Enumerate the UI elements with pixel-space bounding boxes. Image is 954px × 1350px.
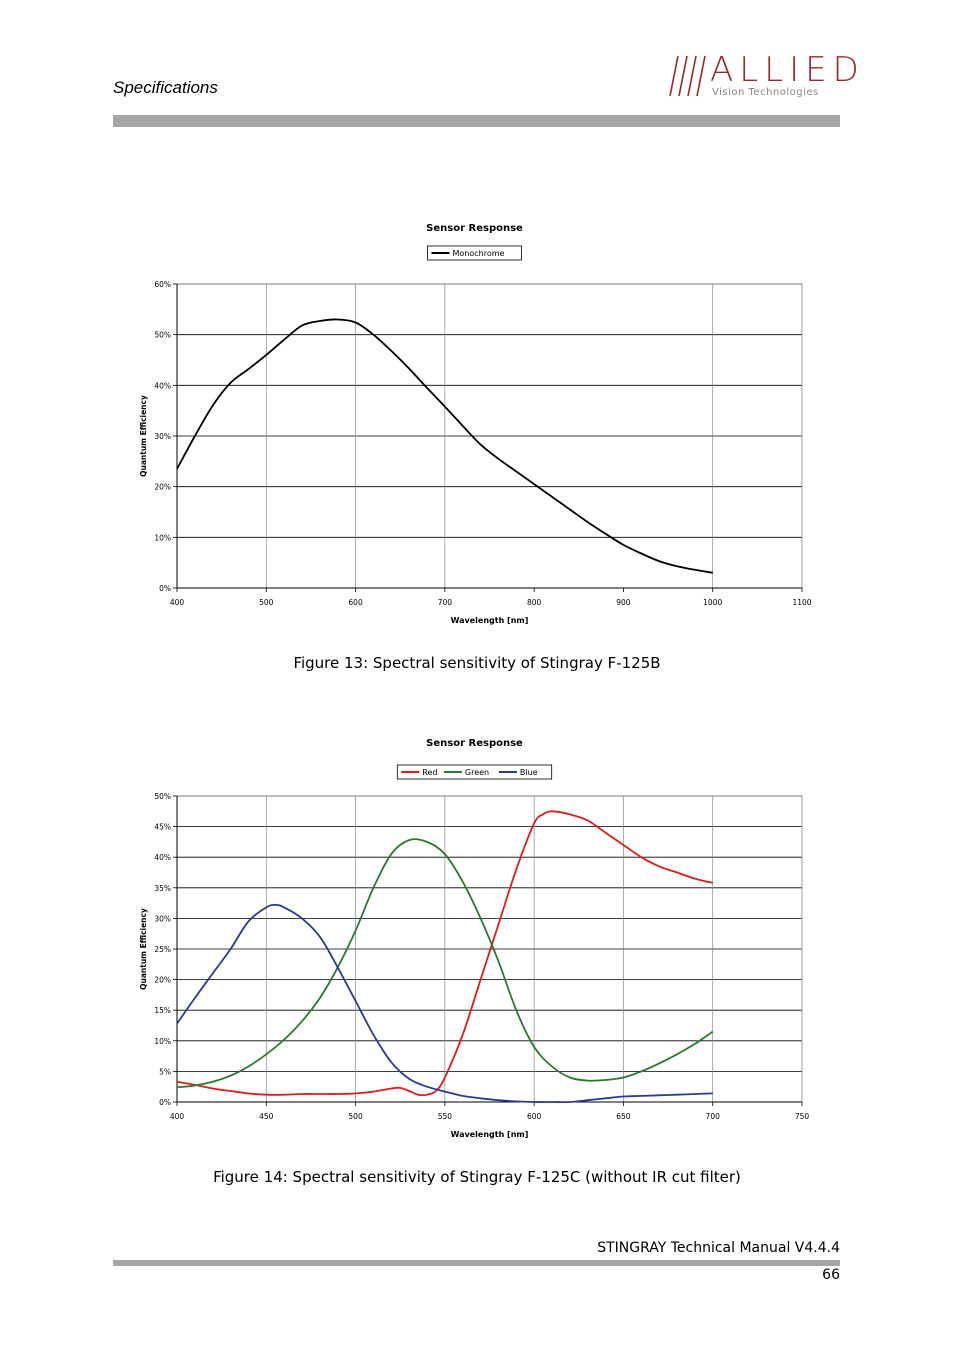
monochrome-sensor-response-chart: Sensor Response Monochrome 0% 10% 20% 30% 40% 5…: [139, 223, 812, 625]
y-axis-label: Quantum Efficiency: [139, 395, 148, 477]
footer-divider: [113, 1260, 840, 1266]
y-tick-label: 0%: [159, 1098, 171, 1107]
color-sensor-response-chart: Sensor Response Red Green Blue 0% 5% 10% 15% 20%…: [139, 738, 810, 1139]
logo-subtitle: Vision Technologies: [712, 87, 819, 98]
x-tick-label: 1100: [792, 598, 811, 607]
x-tick-label: 1000: [703, 598, 722, 607]
y-tick-label: 50%: [154, 792, 171, 801]
legend-label-green: Green: [465, 768, 489, 777]
y-tick-label: 5%: [159, 1067, 171, 1076]
y-tick-label: 30%: [154, 432, 171, 441]
x-tick-label: 550: [438, 1112, 453, 1121]
chart-title: Sensor Response: [426, 223, 523, 234]
y-tick-label: 15%: [154, 1006, 171, 1015]
logo-slashes-icon: [669, 55, 706, 97]
x-tick-label: 650: [616, 1112, 631, 1121]
series-line-red: [176, 810, 713, 1097]
y-tick-label: 60%: [154, 280, 171, 289]
x-tick-label: 450: [259, 1112, 274, 1121]
x-tick-label: 500: [348, 1112, 363, 1121]
series-line-blue: [176, 903, 713, 1104]
y-tick-label: 50%: [154, 331, 171, 340]
y-tick-label: 0%: [159, 584, 171, 593]
header-divider: [113, 115, 840, 127]
x-tick-label: 800: [527, 598, 542, 607]
x-tick-label: 600: [527, 1112, 542, 1121]
x-tick-label: 600: [348, 598, 363, 607]
legend-label-monochrome: Monochrome: [453, 249, 505, 258]
x-tick-label: 400: [170, 1112, 185, 1121]
x-axis-label: Wavelength [nm]: [451, 1130, 529, 1139]
x-tick-label: 700: [438, 598, 453, 607]
x-axis-label: Wavelength [nm]: [451, 616, 529, 625]
legend-label-red: Red: [422, 768, 437, 777]
y-tick-label: 20%: [154, 483, 171, 492]
legend-box: [396, 764, 553, 780]
logo-brand-text: ALLIED: [710, 50, 865, 90]
legend-label-blue: Blue: [520, 768, 538, 777]
y-tick-label: 10%: [154, 533, 171, 542]
figure-14-caption: Figure 14: Spectral sensitivity of Sting…: [213, 1168, 741, 1186]
y-axis-label: Quantum Efficiency: [139, 908, 148, 990]
y-tick-label: 40%: [154, 381, 171, 390]
figure-13-caption: Figure 13: Spectral sensitivity of Sting…: [293, 654, 661, 672]
x-tick-label: 400: [170, 598, 185, 607]
x-tick-label: 750: [795, 1112, 810, 1121]
y-tick-label: 30%: [154, 914, 171, 923]
chart-title: Sensor Response: [426, 738, 523, 749]
x-tick-label: 900: [616, 598, 631, 607]
page-number: 66: [822, 1267, 840, 1283]
y-tick-label: 20%: [154, 976, 171, 985]
x-tick-label: 500: [259, 598, 274, 607]
y-tick-label: 40%: [154, 853, 171, 862]
legend-box: [427, 245, 522, 261]
section-title: Specifications: [113, 78, 218, 97]
y-tick-label: 45%: [154, 823, 171, 832]
y-tick-label: 35%: [154, 884, 171, 893]
footer-manual-title: STINGRAY Technical Manual V4.4.4: [597, 1240, 840, 1256]
series-line-monochrome: [176, 318, 713, 574]
x-tick-label: 700: [706, 1112, 721, 1121]
y-tick-label: 25%: [154, 945, 171, 954]
company-logo: ALLIED Vision Technologies: [668, 50, 859, 102]
series-line-green: [176, 838, 714, 1089]
y-tick-label: 10%: [154, 1037, 171, 1046]
